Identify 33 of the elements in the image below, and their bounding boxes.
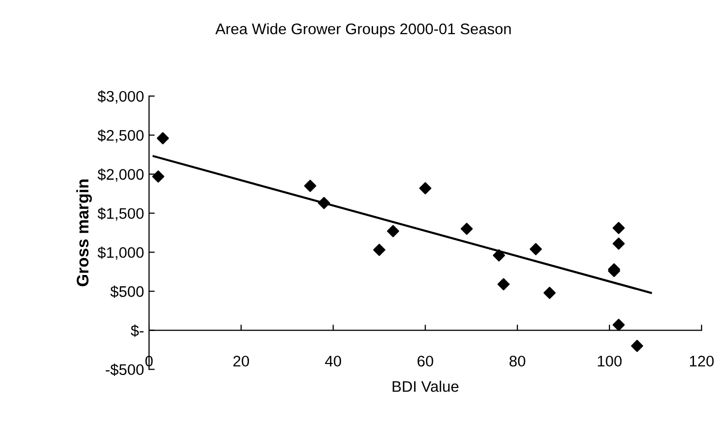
- point: [544, 286, 556, 299]
- y-tick-label: $2,000: [98, 168, 144, 182]
- point: [460, 222, 473, 235]
- x-tick-label: 40: [325, 356, 342, 367]
- x-tick-label: 100: [598, 356, 622, 367]
- point: [612, 222, 625, 234]
- y-tick-label: $2,500: [98, 129, 144, 143]
- point: [612, 238, 625, 250]
- chart-title: Area Wide Grower Groups 2000-01 Season: [215, 23, 511, 38]
- point: [612, 318, 625, 331]
- point: [386, 225, 400, 238]
- point: [419, 182, 432, 194]
- y-tick-label: $-: [130, 324, 144, 337]
- y-tick-label: $1,500: [98, 207, 144, 221]
- point: [318, 196, 330, 210]
- x-tick-label: 80: [510, 356, 526, 367]
- point: [304, 180, 316, 192]
- y-tick-label: $3,000: [98, 90, 144, 104]
- point: [152, 170, 164, 183]
- point: [631, 340, 644, 352]
- point: [373, 244, 386, 256]
- point: [492, 249, 506, 262]
- point: [156, 132, 169, 144]
- point: [497, 278, 510, 290]
- y-tick-label: $500: [110, 286, 144, 298]
- x-tick-label: 20: [233, 356, 250, 367]
- x-tick-label: 60: [418, 356, 434, 367]
- x-tick-label: 120: [690, 356, 714, 367]
- point: [530, 243, 542, 256]
- y-axis-title: Gross margin: [76, 180, 92, 286]
- y-tick-label: -$500: [106, 364, 144, 376]
- x-axis-title: BDI Value: [392, 380, 458, 392]
- y-tick-label: $1,000: [98, 246, 144, 260]
